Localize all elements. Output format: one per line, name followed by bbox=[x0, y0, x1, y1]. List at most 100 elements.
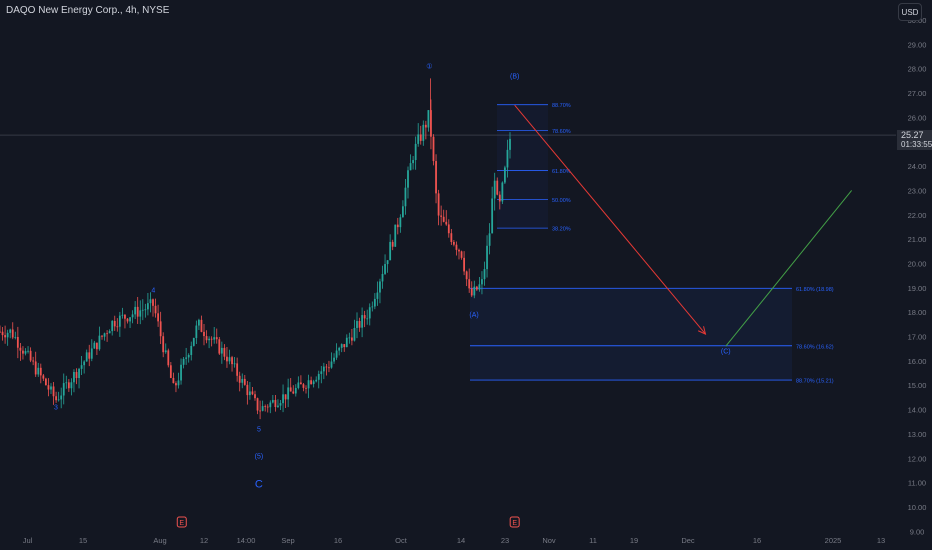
candle-body bbox=[108, 331, 111, 334]
candle-body bbox=[264, 406, 267, 407]
y-tick-label: 28.00 bbox=[908, 65, 927, 74]
candle-body bbox=[345, 337, 348, 348]
fib-retracement-label: 50.00% bbox=[552, 198, 571, 204]
candle-body bbox=[447, 224, 450, 234]
candle-body bbox=[88, 352, 91, 359]
fib-extension-label: 61.80% (18.98) bbox=[796, 287, 834, 293]
candle-body bbox=[55, 396, 57, 401]
candle-body bbox=[22, 350, 24, 354]
candle-body bbox=[45, 378, 47, 386]
candle-body bbox=[185, 357, 188, 359]
candle-body bbox=[483, 269, 486, 280]
candle-body bbox=[83, 361, 86, 366]
candle-body bbox=[243, 378, 246, 385]
x-tick-label: 15 bbox=[79, 536, 87, 545]
candle-body bbox=[261, 406, 264, 411]
candle-body bbox=[98, 335, 101, 350]
candle-body bbox=[1, 331, 4, 336]
y-tick-label: 20.00 bbox=[908, 259, 927, 268]
candle-body bbox=[437, 193, 440, 216]
candle-body bbox=[198, 319, 200, 326]
y-tick-label: 21.00 bbox=[908, 235, 927, 244]
candle-body bbox=[149, 299, 152, 304]
candle-body bbox=[322, 366, 325, 372]
currency-button[interactable]: USD bbox=[898, 3, 922, 21]
candle-body bbox=[287, 387, 290, 400]
candle-body bbox=[460, 251, 463, 258]
candle-body bbox=[14, 336, 17, 338]
candle-body bbox=[320, 371, 323, 374]
candle-body bbox=[175, 383, 177, 386]
candle-body bbox=[478, 284, 481, 290]
candle-body bbox=[75, 371, 78, 379]
candle-body bbox=[445, 221, 448, 225]
candle-body bbox=[468, 279, 471, 289]
wave-label: (A) bbox=[469, 312, 478, 319]
candle-body bbox=[384, 264, 386, 274]
candle-body bbox=[373, 298, 376, 307]
earnings-icon bbox=[509, 516, 520, 528]
candle-body bbox=[32, 360, 35, 362]
candle-body bbox=[504, 167, 506, 183]
candle-body bbox=[129, 317, 131, 322]
candle-body bbox=[11, 329, 14, 338]
y-tick-label: 11.00 bbox=[908, 479, 926, 488]
candle-body bbox=[463, 257, 465, 272]
candle-body bbox=[381, 273, 384, 282]
candle-body bbox=[200, 319, 203, 332]
candle-body bbox=[455, 244, 458, 250]
x-tick-label: 11 bbox=[589, 536, 597, 545]
candle-body bbox=[450, 233, 453, 243]
candle-body bbox=[24, 351, 27, 354]
candle-body bbox=[399, 217, 402, 228]
candle-body bbox=[491, 198, 494, 234]
x-tick-label: Nov bbox=[542, 536, 556, 545]
wave-label: ① bbox=[426, 63, 432, 71]
candle-body bbox=[486, 245, 488, 270]
candle-body bbox=[506, 149, 509, 168]
candle-body bbox=[144, 309, 147, 311]
candle-body bbox=[190, 345, 193, 355]
fib-retracement-label: 78.60% bbox=[552, 129, 571, 135]
y-tick-label: 22.00 bbox=[908, 211, 927, 220]
candle-body bbox=[361, 315, 363, 328]
candle-body bbox=[177, 380, 180, 386]
candle-body bbox=[73, 371, 75, 383]
candle-body bbox=[203, 331, 205, 337]
candle-body bbox=[162, 336, 165, 353]
candle-body bbox=[147, 303, 149, 310]
candle-body bbox=[470, 288, 473, 296]
x-tick-label: 14 bbox=[457, 536, 465, 545]
candle-body bbox=[233, 363, 236, 365]
candle-body bbox=[70, 382, 73, 389]
candle-body bbox=[124, 314, 126, 319]
candle-body bbox=[356, 321, 358, 328]
wave-label: 5 bbox=[257, 426, 261, 433]
x-tick-label: 14:00 bbox=[237, 536, 256, 545]
candle-body bbox=[430, 110, 432, 137]
candle-body bbox=[458, 249, 460, 252]
x-tick-label: 16 bbox=[753, 536, 761, 545]
x-tick-label: Dec bbox=[681, 536, 695, 545]
candle-body bbox=[251, 391, 254, 395]
candle-body bbox=[52, 386, 55, 397]
candle-body bbox=[417, 134, 420, 144]
candle-body bbox=[106, 333, 108, 335]
x-tick-label: 13 bbox=[877, 536, 885, 545]
candle-body bbox=[386, 260, 389, 265]
candle-body bbox=[238, 375, 241, 383]
candle-body bbox=[96, 342, 98, 350]
x-tick-label: 19 bbox=[630, 536, 638, 545]
candle-body bbox=[134, 306, 137, 315]
y-tick-label: 9.00 bbox=[910, 527, 925, 536]
fib-extension-label: 88.70% (15.21) bbox=[796, 379, 834, 385]
candle-body bbox=[453, 242, 455, 245]
y-tick-label: 17.00 bbox=[908, 333, 927, 342]
candle-body bbox=[241, 378, 244, 383]
candle-body bbox=[164, 350, 167, 353]
candle-body bbox=[481, 279, 483, 285]
candle-body bbox=[271, 399, 274, 403]
candle-body bbox=[37, 367, 40, 375]
candle-body bbox=[409, 163, 412, 171]
